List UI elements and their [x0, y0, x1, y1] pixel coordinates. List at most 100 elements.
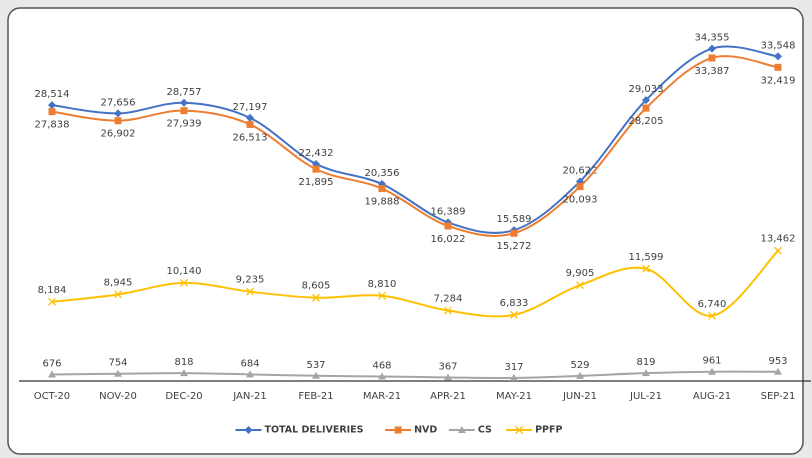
- marker: [708, 311, 716, 320]
- marker: [180, 98, 188, 107]
- marker: [642, 264, 650, 273]
- data-label: 20,093: [563, 195, 598, 206]
- x-tick-label: NOV-20: [99, 391, 137, 402]
- series-line: [51, 250, 779, 318]
- data-label: 26,902: [101, 129, 136, 140]
- data-label: 9,235: [236, 275, 265, 286]
- marker: [774, 52, 782, 61]
- data-label: 28,514: [35, 89, 70, 100]
- data-label: 11,599: [629, 252, 664, 263]
- data-label: 27,939: [167, 119, 202, 130]
- marker: [457, 426, 466, 433]
- x-tick-label: DEC-20: [165, 391, 202, 402]
- marker: [114, 109, 122, 118]
- marker: [180, 369, 188, 377]
- legend-label: TOTAL DELIVERIES: [265, 425, 364, 436]
- data-label: 961: [702, 356, 721, 367]
- data-label: 33,548: [761, 40, 796, 51]
- marker: [312, 293, 320, 302]
- data-label: 8,605: [302, 281, 331, 292]
- data-label: 29,033: [629, 84, 664, 95]
- data-label: 819: [636, 357, 655, 368]
- marker: [246, 113, 254, 122]
- data-label: 27,838: [35, 120, 70, 131]
- marker: [515, 426, 524, 434]
- data-label: 10,140: [167, 266, 202, 277]
- data-label: 13,462: [761, 234, 796, 245]
- x-tick-label: JAN-21: [232, 391, 266, 402]
- marker: [244, 426, 253, 434]
- x-tick-label: SEP-21: [761, 391, 796, 402]
- marker: [444, 373, 452, 381]
- data-label: 818: [174, 357, 193, 368]
- marker: [312, 371, 320, 379]
- x-tick-label: FEB-21: [298, 391, 333, 402]
- marker: [576, 281, 584, 290]
- marker: [246, 370, 254, 378]
- data-label: 21,895: [299, 177, 334, 188]
- marker: [48, 297, 56, 306]
- x-tick-label: APR-21: [430, 391, 466, 402]
- data-label: 468: [372, 360, 391, 371]
- x-tick-label: MAY-21: [496, 391, 532, 402]
- data-label: 22,432: [299, 148, 334, 159]
- marker: [642, 96, 650, 105]
- marker: [394, 426, 402, 434]
- marker: [576, 371, 584, 379]
- data-label: 28,205: [629, 116, 664, 127]
- marker: [510, 373, 518, 381]
- data-label: 7,284: [434, 294, 463, 305]
- data-label: 20,622: [563, 165, 598, 176]
- data-label: 9,905: [566, 268, 595, 279]
- data-label: 8,184: [38, 285, 67, 296]
- legend-label: PPFP: [535, 425, 562, 436]
- marker: [642, 369, 650, 377]
- marker: [246, 287, 254, 296]
- x-tick-label: MAR-21: [363, 391, 401, 402]
- data-label: 34,355: [695, 33, 730, 44]
- data-label: 15,589: [497, 214, 532, 225]
- marker: [378, 185, 386, 193]
- marker: [48, 101, 56, 110]
- data-label: 754: [108, 358, 127, 369]
- x-tick-label: AUG-21: [693, 391, 731, 402]
- data-label: 6,833: [500, 298, 529, 309]
- marker: [444, 306, 452, 315]
- marker: [444, 222, 452, 230]
- marker: [642, 104, 650, 112]
- marker: [774, 246, 782, 255]
- series-line: [51, 370, 779, 380]
- legend-label: NVD: [414, 425, 437, 436]
- data-label: 684: [240, 358, 259, 369]
- data-label: 28,757: [167, 87, 202, 98]
- data-label: 676: [42, 358, 61, 369]
- data-label: 8,810: [368, 279, 397, 290]
- marker: [246, 120, 254, 128]
- panel: [7, 7, 804, 455]
- data-label: 367: [438, 361, 457, 372]
- data-label: 15,272: [497, 241, 532, 252]
- x-tick-label: JUL-21: [629, 391, 662, 402]
- data-label: 33,387: [695, 66, 730, 77]
- data-label: 27,656: [101, 97, 136, 108]
- data-label: 537: [306, 360, 325, 371]
- marker: [510, 229, 518, 237]
- legend-label: CS: [478, 425, 492, 436]
- marker: [312, 165, 320, 173]
- marker: [114, 117, 122, 125]
- data-label: 19,888: [365, 197, 400, 208]
- marker: [114, 290, 122, 299]
- marker: [774, 63, 782, 71]
- marker: [48, 370, 56, 378]
- marker: [114, 369, 122, 377]
- marker: [180, 278, 188, 287]
- marker: [708, 367, 716, 375]
- data-label: 26,513: [233, 132, 268, 143]
- marker: [774, 367, 782, 375]
- marker: [708, 44, 716, 53]
- data-label: 8,945: [104, 277, 133, 288]
- x-tick-label: JUN-21: [562, 391, 597, 402]
- data-label: 953: [768, 356, 787, 367]
- marker: [510, 310, 518, 319]
